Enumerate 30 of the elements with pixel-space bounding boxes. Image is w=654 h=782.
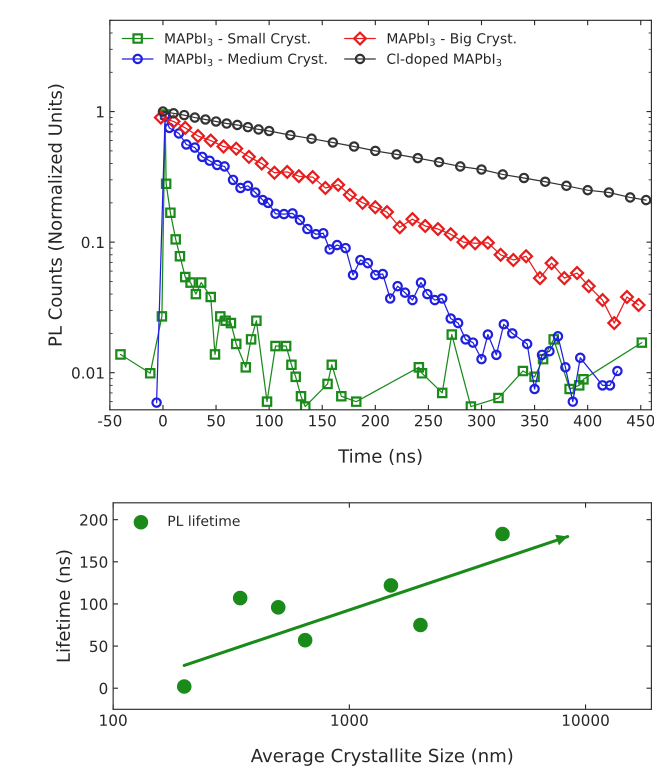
y-tick-label: 1 bbox=[96, 106, 104, 118]
y-tick-label: 100 bbox=[80, 598, 108, 610]
y-tick-label: 0.01 bbox=[72, 367, 104, 379]
x-tick-label: 100 bbox=[256, 414, 283, 426]
x-axis-title: Time (ns) bbox=[338, 448, 422, 465]
legend-label: PL lifetime bbox=[168, 515, 240, 526]
x-axis-title: Average Crystallite Size (nm) bbox=[250, 748, 512, 766]
x-tick-label: 10000 bbox=[562, 714, 609, 726]
x-tick-label: 0 bbox=[159, 414, 167, 426]
x-tick-label: 450 bbox=[626, 414, 654, 426]
x-tick-label: 50 bbox=[208, 414, 225, 426]
x-tick-label: 400 bbox=[574, 414, 602, 426]
x-tick-label: 150 bbox=[309, 414, 336, 426]
y-axis-title: PL Counts (Normalized Units) bbox=[48, 84, 64, 346]
legend-label: MAPbI$_{3}$ - Small Cryst. bbox=[165, 32, 310, 46]
y-tick-label: 0 bbox=[100, 682, 108, 694]
x-tick-label: 350 bbox=[521, 414, 548, 426]
y-tick-label: 200 bbox=[80, 514, 108, 526]
legend-label: Cl-doped MAPbI$_{3}$ bbox=[387, 53, 502, 67]
x-tick-label: 1000 bbox=[332, 714, 368, 726]
x-tick-label: 300 bbox=[468, 414, 496, 426]
y-tick-label: 0.1 bbox=[82, 236, 104, 248]
y-tick-label: 150 bbox=[80, 556, 108, 568]
x-tick-label: -50 bbox=[98, 414, 122, 426]
x-tick-label: 250 bbox=[414, 414, 442, 426]
x-tick-label: 200 bbox=[362, 414, 389, 426]
legend-label: MAPbI$_{3}$ - Medium Cryst. bbox=[165, 53, 327, 67]
y-tick-label: 50 bbox=[90, 640, 108, 652]
legend-label: MAPbI$_{3}$ - Big Cryst. bbox=[388, 32, 516, 46]
y-axis-title: Lifetime (ns) bbox=[56, 550, 72, 662]
